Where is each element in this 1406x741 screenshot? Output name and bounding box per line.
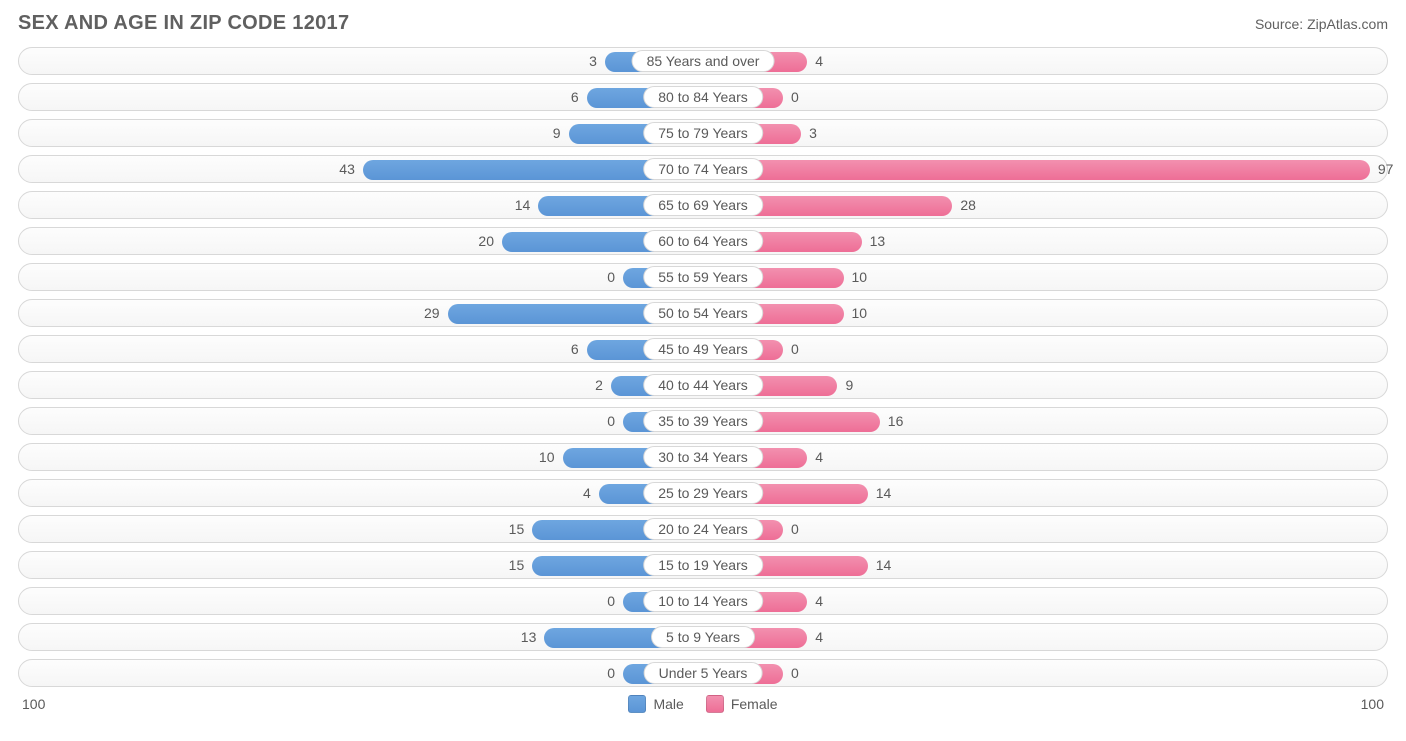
female-value: 4 xyxy=(815,53,823,69)
age-range-label: 65 to 69 Years xyxy=(643,194,763,216)
female-value: 10 xyxy=(852,305,868,321)
female-value: 3 xyxy=(809,125,817,141)
legend-swatch-female xyxy=(706,695,724,713)
age-range-label: 80 to 84 Years xyxy=(643,86,763,108)
male-value: 29 xyxy=(424,305,440,321)
pyramid-row: 20 13 60 to 64 Years xyxy=(18,227,1388,255)
male-value: 2 xyxy=(595,377,603,393)
female-value: 28 xyxy=(960,197,976,213)
age-range-label: 75 to 79 Years xyxy=(643,122,763,144)
pyramid-row: 3 4 85 Years and over xyxy=(18,47,1388,75)
legend-label-male: Male xyxy=(653,696,683,712)
male-value: 15 xyxy=(509,557,525,573)
pyramid-row: 0 16 35 to 39 Years xyxy=(18,407,1388,435)
age-range-label: 15 to 19 Years xyxy=(643,554,763,576)
female-value: 97 xyxy=(1378,161,1394,177)
female-value: 4 xyxy=(815,449,823,465)
pyramid-row: 15 0 20 to 24 Years xyxy=(18,515,1388,543)
female-value: 13 xyxy=(870,233,886,249)
pyramid-row: 0 0 Under 5 Years xyxy=(18,659,1388,687)
pyramid-row: 13 4 5 to 9 Years xyxy=(18,623,1388,651)
pyramid-row: 439770 to 74 Years xyxy=(18,155,1388,183)
male-value: 14 xyxy=(515,197,531,213)
age-range-label: 40 to 44 Years xyxy=(643,374,763,396)
age-range-label: 30 to 34 Years xyxy=(643,446,763,468)
population-pyramid-chart: 3 4 85 Years and over 6 0 80 to 84 Years 9 3 75 … xyxy=(18,47,1388,687)
male-value: 4 xyxy=(583,485,591,501)
pyramid-row: 9 3 75 to 79 Years xyxy=(18,119,1388,147)
age-range-label: 35 to 39 Years xyxy=(643,410,763,432)
female-value: 16 xyxy=(888,413,904,429)
axis-max-right: 100 xyxy=(1361,696,1384,712)
female-bar xyxy=(703,160,1370,180)
pyramid-row: 29 10 50 to 54 Years xyxy=(18,299,1388,327)
female-value: 4 xyxy=(815,629,823,645)
male-value: 15 xyxy=(509,521,525,537)
male-value: 20 xyxy=(478,233,494,249)
age-range-label: 85 Years and over xyxy=(632,50,775,72)
legend-item-female: Female xyxy=(706,695,778,713)
chart-source: Source: ZipAtlas.com xyxy=(1255,16,1388,32)
chart-title: SEX AND AGE IN ZIP CODE 12017 xyxy=(18,12,349,35)
male-value: 6 xyxy=(571,89,579,105)
pyramid-row: 10 4 30 to 34 Years xyxy=(18,443,1388,471)
age-range-label: 45 to 49 Years xyxy=(643,338,763,360)
pyramid-row: 15 14 15 to 19 Years xyxy=(18,551,1388,579)
male-value: 3 xyxy=(589,53,597,69)
male-value: 0 xyxy=(607,593,615,609)
age-range-label: 5 to 9 Years xyxy=(651,626,755,648)
age-range-label: 20 to 24 Years xyxy=(643,518,763,540)
legend-label-female: Female xyxy=(731,696,778,712)
pyramid-row: 6 0 45 to 49 Years xyxy=(18,335,1388,363)
axis-max-left: 100 xyxy=(22,696,45,712)
pyramid-row: 14 28 65 to 69 Years xyxy=(18,191,1388,219)
female-value: 0 xyxy=(791,665,799,681)
source-link[interactable]: ZipAtlas.com xyxy=(1307,16,1388,32)
legend: Male Female xyxy=(628,695,777,713)
chart-header: SEX AND AGE IN ZIP CODE 12017 Source: Zi… xyxy=(18,12,1388,35)
age-range-label: 25 to 29 Years xyxy=(643,482,763,504)
source-prefix: Source: xyxy=(1255,16,1307,32)
male-value: 13 xyxy=(521,629,537,645)
female-value: 4 xyxy=(815,593,823,609)
pyramid-row: 2 9 40 to 44 Years xyxy=(18,371,1388,399)
female-value: 0 xyxy=(791,341,799,357)
pyramid-row: 4 14 25 to 29 Years xyxy=(18,479,1388,507)
chart-footer: 100 Male Female 100 xyxy=(18,695,1388,713)
age-range-label: 55 to 59 Years xyxy=(643,266,763,288)
male-value: 43 xyxy=(339,161,355,177)
pyramid-row: 0 10 55 to 59 Years xyxy=(18,263,1388,291)
male-value: 6 xyxy=(571,341,579,357)
male-value: 0 xyxy=(607,665,615,681)
female-value: 0 xyxy=(791,521,799,537)
male-value: 0 xyxy=(607,269,615,285)
pyramid-row: 0 4 10 to 14 Years xyxy=(18,587,1388,615)
female-value: 14 xyxy=(876,557,892,573)
female-value: 10 xyxy=(852,269,868,285)
age-range-label: 70 to 74 Years xyxy=(643,158,763,180)
female-value: 0 xyxy=(791,89,799,105)
age-range-label: Under 5 Years xyxy=(644,662,763,684)
pyramid-row: 6 0 80 to 84 Years xyxy=(18,83,1388,111)
legend-item-male: Male xyxy=(628,695,683,713)
female-value: 9 xyxy=(845,377,853,393)
male-value: 0 xyxy=(607,413,615,429)
age-range-label: 50 to 54 Years xyxy=(643,302,763,324)
male-value: 10 xyxy=(539,449,555,465)
female-value: 14 xyxy=(876,485,892,501)
legend-swatch-male xyxy=(628,695,646,713)
male-value: 9 xyxy=(553,125,561,141)
age-range-label: 60 to 64 Years xyxy=(643,230,763,252)
age-range-label: 10 to 14 Years xyxy=(643,590,763,612)
